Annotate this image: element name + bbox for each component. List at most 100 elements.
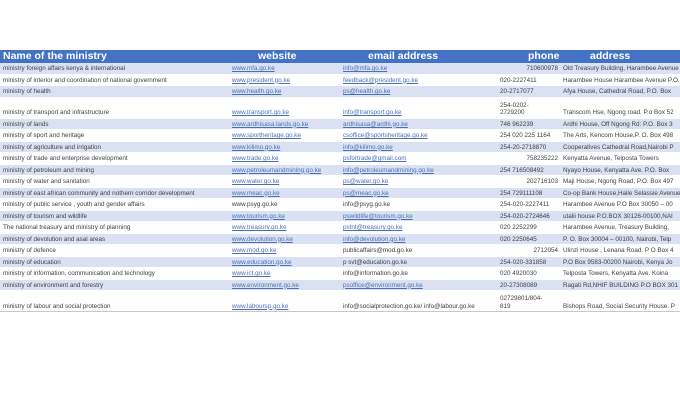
address-cell[interactable]: P. O. Box 30004 – 00100, Nairobi, Telp	[563, 235, 672, 243]
email-link[interactable]: ps@health.go.ke	[343, 88, 391, 95]
website-link[interactable]: www.president.go.ke	[232, 76, 291, 84]
phone-cell[interactable]: 254-020-331858	[500, 258, 547, 266]
website-link[interactable]: www.sportheritage.go.ke	[232, 132, 301, 139]
email-link[interactable]: feedback@president.go.ke	[343, 76, 419, 84]
website-link[interactable]: www.mfa.go.ke	[232, 65, 275, 72]
address-cell[interactable]: utalii house P.O.BOX 30126-00100,NAI	[563, 212, 673, 220]
ministry-name-cell[interactable]: ministry of trade and enterprise develop…	[3, 155, 128, 162]
phone-cell[interactable]: 2712054	[533, 247, 558, 254]
phone-cell[interactable]: 202716103	[526, 178, 558, 185]
ministry-name-cell[interactable]: ministry of sport and heritage	[3, 132, 85, 139]
address-cell[interactable]: Telposta Towers, Kenyatta Ave. Koina	[563, 270, 669, 277]
website-link[interactable]: www.transport.go.ke	[232, 109, 290, 116]
address-cell[interactable]: Afya House, Cathedral Road, P.O. Box	[563, 88, 672, 95]
website-link[interactable]: www.ict.go.ke	[232, 270, 271, 277]
ministry-name-cell[interactable]: ministry of east african community and n…	[3, 189, 195, 197]
email-link[interactable]: psfortrade@gmail.com	[343, 155, 407, 162]
ministry-name-cell[interactable]: ministry of devolution and asal areas	[3, 235, 106, 243]
address-cell[interactable]: Maji House, Ngong Road, P.O. Box 497	[563, 178, 674, 185]
email-link[interactable]: info@devolution.go.ke	[343, 235, 406, 243]
website-link[interactable]: www.water.go.ke	[232, 178, 280, 185]
ministry-name-cell[interactable]: ministry of interior and coordination of…	[3, 76, 167, 84]
phone-cell[interactable]: 254 716508492	[500, 166, 544, 174]
header-address[interactable]: address	[590, 50, 631, 62]
phone-cell[interactable]: 254 020 225 1164	[500, 132, 551, 139]
website-link[interactable]: www.environment.go.ke	[232, 281, 299, 289]
phone-cell[interactable]: 254-0202- 2729200	[500, 101, 529, 117]
website-link[interactable]: www.health.go.ke	[232, 88, 282, 95]
phone-cell[interactable]: 254 729111108	[500, 189, 543, 197]
website-link[interactable]: www.kilimo.go.ke	[232, 143, 281, 151]
ministry-name-cell[interactable]: ministry of labour and social protection	[3, 302, 111, 310]
email-link[interactable]: info@petroleumandmining.go.ke	[343, 166, 434, 174]
email-link[interactable]: publicaffairs@mod.go.ke	[343, 247, 413, 254]
email-link[interactable]: p svt@education.go.ke	[343, 258, 408, 266]
website-link[interactable]: www.petroleumandmining.go.ke	[232, 166, 322, 174]
website-link[interactable]: www.laboursp.go.ke	[232, 302, 289, 310]
phone-cell[interactable]: 020-2227411	[500, 76, 537, 84]
address-cell[interactable]: P.O Box 9583-00200 Nairobi, Kenya Jo	[563, 258, 673, 266]
address-cell[interactable]: Kenyatta Avenue, Telposta Towers	[563, 155, 659, 162]
ministry-name-cell[interactable]: ministry of education	[3, 258, 61, 266]
email-link[interactable]: csoffice@sportsheritage.go.ke	[343, 132, 428, 139]
header-name[interactable]: Name of the ministry	[3, 50, 107, 62]
address-cell[interactable]: Cooperatives Cathedral Road,Nairobi P	[563, 143, 674, 151]
phone-cell[interactable]: 710600978	[526, 65, 558, 72]
ministry-name-cell[interactable]: ministry of public service , youth and g…	[3, 201, 145, 208]
email-link[interactable]: psoffice@environment.go.ke	[343, 281, 423, 289]
email-link[interactable]: info@information.go.ke	[343, 270, 408, 277]
website-link[interactable]: www.meac.go.ke	[232, 189, 280, 197]
email-link[interactable]: ps@water.go.ke	[343, 178, 389, 185]
header-phone[interactable]: phone	[528, 50, 560, 62]
email-link[interactable]: info@kilimo.go.ke	[343, 143, 393, 151]
phone-cell[interactable]: 020 4920030	[500, 270, 537, 277]
header-website[interactable]: website	[258, 50, 297, 62]
email-link[interactable]: info@transport.go.ke	[343, 109, 402, 116]
address-cell[interactable]: Harambee House Harambee Avenue P.O.	[563, 76, 680, 84]
website-link[interactable]: www.trade.go.ke	[232, 155, 279, 162]
website-link[interactable]: www.tourism.go.ke	[232, 212, 285, 220]
address-cell[interactable]: Co-op Bank House,Haile Selassie Avenue	[563, 189, 680, 197]
phone-cell[interactable]: 758235222	[526, 155, 558, 162]
phone-cell[interactable]: 20-2717077	[500, 88, 534, 95]
address-cell[interactable]: Nyayo House, Kenyatta Ave. P.O. Box	[563, 166, 670, 174]
email-link[interactable]: pswildlife@tourism.go.ke	[343, 212, 413, 220]
ministry-name-cell[interactable]: ministry of petroleum and mining	[3, 166, 94, 174]
email-link[interactable]: info@psyg.go.ke	[343, 201, 390, 208]
address-cell[interactable]: Old Treasury Building, Harambee Avenue	[563, 65, 679, 72]
address-cell[interactable]: Ragati Rd,NHIF BUILDING P.O BOX 301	[563, 281, 679, 289]
phone-cell[interactable]: 254-020-2724646	[500, 212, 550, 220]
website-link[interactable]: www.ardhisasa.lands.go.ke	[232, 120, 309, 128]
phone-cell[interactable]: 20-27308089	[500, 281, 538, 289]
address-cell[interactable]: Ulinzi House , Lenana Road. P O Box 4	[563, 247, 674, 254]
phone-cell[interactable]: 020 2250645	[500, 235, 537, 243]
ministry-name-cell[interactable]: ministry of tourism and wildlife	[3, 212, 87, 220]
address-cell[interactable]: Harambee Avenue P.O Box 30050 – 00	[563, 201, 673, 208]
ministry-name-cell[interactable]: ministry of environment and forestry	[3, 281, 104, 289]
email-link[interactable]: info@mfa.go.ke	[343, 65, 388, 72]
email-link[interactable]: ardhisasa@ardhi.go.ke	[343, 120, 408, 128]
address-cell[interactable]: Transcom Hse, Ngong road. P.o Box 52	[563, 109, 674, 116]
phone-cell[interactable]: 020 2252299	[500, 224, 537, 231]
header-email[interactable]: email address	[368, 50, 439, 62]
ministry-name-cell[interactable]: ministry of defence	[3, 247, 56, 254]
ministry-name-cell[interactable]: ministry of lands	[3, 120, 49, 128]
website-link[interactable]: www.mod.go.ke	[232, 247, 277, 254]
ministry-name-cell[interactable]: ministry of information, communication a…	[3, 270, 155, 277]
ministry-name-cell[interactable]: ministry of transport and infrastructure	[3, 109, 110, 116]
address-cell[interactable]: Bishops Road, Social Security House. P	[563, 302, 676, 310]
phone-cell[interactable]: 254-020-2227411	[500, 201, 550, 208]
phone-cell[interactable]: 02729801/804- 819	[500, 295, 543, 310]
ministry-name-cell[interactable]: The national treasury and ministry of pl…	[3, 224, 131, 231]
website-link[interactable]: www.education.go.ke	[232, 258, 292, 266]
website-link[interactable]: www.psyg.go.ke	[232, 201, 278, 208]
email-link[interactable]: ps@meac.go.ke	[343, 189, 389, 197]
address-cell[interactable]: The Arts, Kencom House,P. O. Box 498	[563, 132, 674, 139]
phone-cell[interactable]: 746 962239	[500, 120, 534, 128]
website-link[interactable]: www.devolution.go.ke	[232, 235, 293, 243]
email-link[interactable]: pstnt@treasury.go.ke	[343, 224, 403, 231]
ministry-name-cell[interactable]: ministry foreign affairs kenya & interna…	[3, 65, 126, 72]
email-link[interactable]: info@socialprotection.go.ke/ info@labour…	[343, 302, 475, 310]
website-link[interactable]: www.treasury.go.ke	[232, 224, 287, 231]
ministry-name-cell[interactable]: ministry of water and sanitation	[3, 178, 90, 185]
